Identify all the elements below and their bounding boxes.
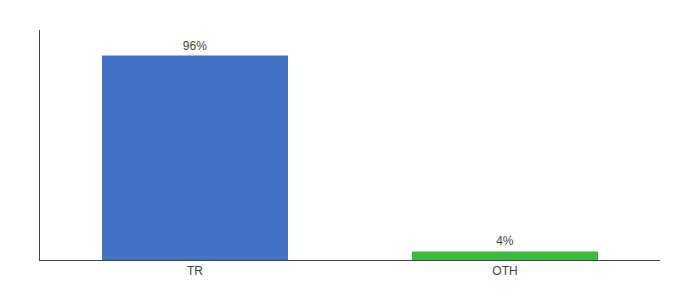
svg-text:TR: TR bbox=[187, 264, 203, 278]
svg-text:96%: 96% bbox=[183, 39, 207, 53]
svg-text:OTH: OTH bbox=[492, 264, 517, 278]
svg-text:4%: 4% bbox=[496, 234, 514, 248]
